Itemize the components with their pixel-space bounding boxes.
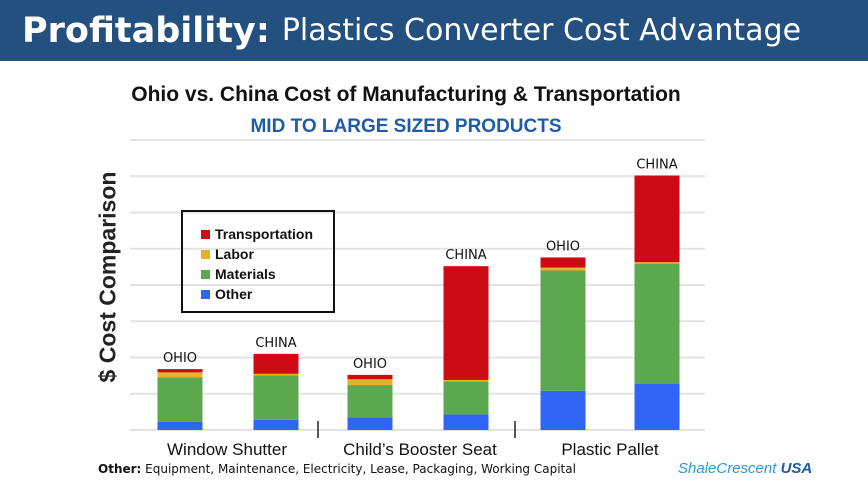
bar-label: OHIO	[546, 239, 580, 254]
header-bold: Profitability:	[22, 10, 270, 51]
shalecrescent-logo: ShaleCrescent USA	[678, 460, 813, 477]
legend-label: Materials	[215, 266, 276, 282]
bar-segment-other	[540, 390, 586, 430]
category-label: Window Shutter	[167, 440, 287, 459]
bar-segment-transportation	[634, 175, 680, 263]
legend-item: Labor	[201, 244, 333, 264]
bar-segment-other	[253, 419, 299, 430]
bar-label: CHINA	[255, 336, 296, 351]
slide-header: Profitability: Plastics Converter Cost A…	[0, 0, 868, 61]
bar-segment-transportation	[157, 369, 203, 373]
bar-label: OHIO	[353, 357, 387, 372]
legend: Transportation Labor Materials Other	[181, 210, 335, 313]
chart-subtitle: MID TO LARGE SIZED PRODUCTS	[250, 116, 562, 137]
bar-segment-transportation	[443, 266, 489, 380]
bar-segment-other	[443, 414, 489, 430]
category-label: Child’s Booster Seat	[343, 440, 497, 459]
bar-segment-other	[634, 383, 680, 430]
bar-segment-materials	[253, 375, 299, 420]
footnote: Other: Equipment, Maintenance, Electrici…	[98, 462, 576, 476]
bar-segment-other	[347, 417, 393, 430]
bar-segment-transportation	[540, 257, 586, 268]
legend-swatch	[201, 269, 210, 279]
bar-segment-materials	[634, 263, 680, 384]
legend-label: Other	[215, 286, 253, 302]
bar-segment-transportation	[347, 374, 393, 380]
header-title: Plastics Converter Cost Advantage	[281, 13, 802, 48]
bar-segment-materials	[443, 381, 489, 415]
legend-swatch	[201, 249, 210, 259]
bar-label: CHINA	[636, 158, 677, 173]
bar-segment-labor	[157, 372, 203, 378]
bar-label: CHINA	[445, 248, 486, 263]
bar-segment-labor	[347, 379, 393, 386]
category-label: Plastic Pallet	[561, 440, 659, 459]
legend-item: Transportation	[201, 224, 333, 244]
legend-swatch	[201, 289, 210, 299]
legend-label: Transportation	[215, 226, 314, 242]
bar-segment-labor	[540, 267, 586, 271]
footnote-text: Equipment, Maintenance, Electricity, Lea…	[145, 462, 576, 476]
chart-title: Ohio vs. China Cost of Manufacturing & T…	[131, 83, 681, 106]
legend-swatch	[201, 229, 210, 239]
legend-label: Labor	[215, 246, 254, 262]
bar-label: OHIO	[163, 351, 197, 366]
bar-segment-other	[157, 421, 203, 430]
bar-segment-materials	[347, 385, 393, 418]
legend-item: Materials	[201, 264, 333, 284]
legend-item: Other	[201, 284, 333, 304]
bar-segment-materials	[157, 377, 203, 422]
bar-segment-labor	[253, 373, 299, 376]
bar-segment-transportation	[253, 353, 299, 374]
footnote-label: Other:	[98, 462, 142, 476]
bar-segment-materials	[540, 270, 586, 391]
bar-segment-labor	[443, 379, 489, 382]
bar-segment-labor	[634, 262, 680, 264]
y-axis-label: $ Cost Comparison	[94, 171, 121, 383]
